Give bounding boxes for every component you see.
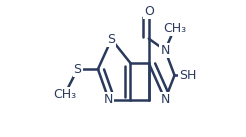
Text: N: N (104, 93, 113, 106)
Text: CH₃: CH₃ (53, 88, 76, 101)
Text: SH: SH (179, 69, 196, 82)
Text: O: O (144, 5, 154, 18)
Text: N: N (160, 44, 170, 57)
Text: CH₃: CH₃ (163, 22, 186, 35)
Text: S: S (108, 33, 115, 46)
Text: N: N (160, 93, 170, 106)
Text: S: S (74, 63, 82, 76)
